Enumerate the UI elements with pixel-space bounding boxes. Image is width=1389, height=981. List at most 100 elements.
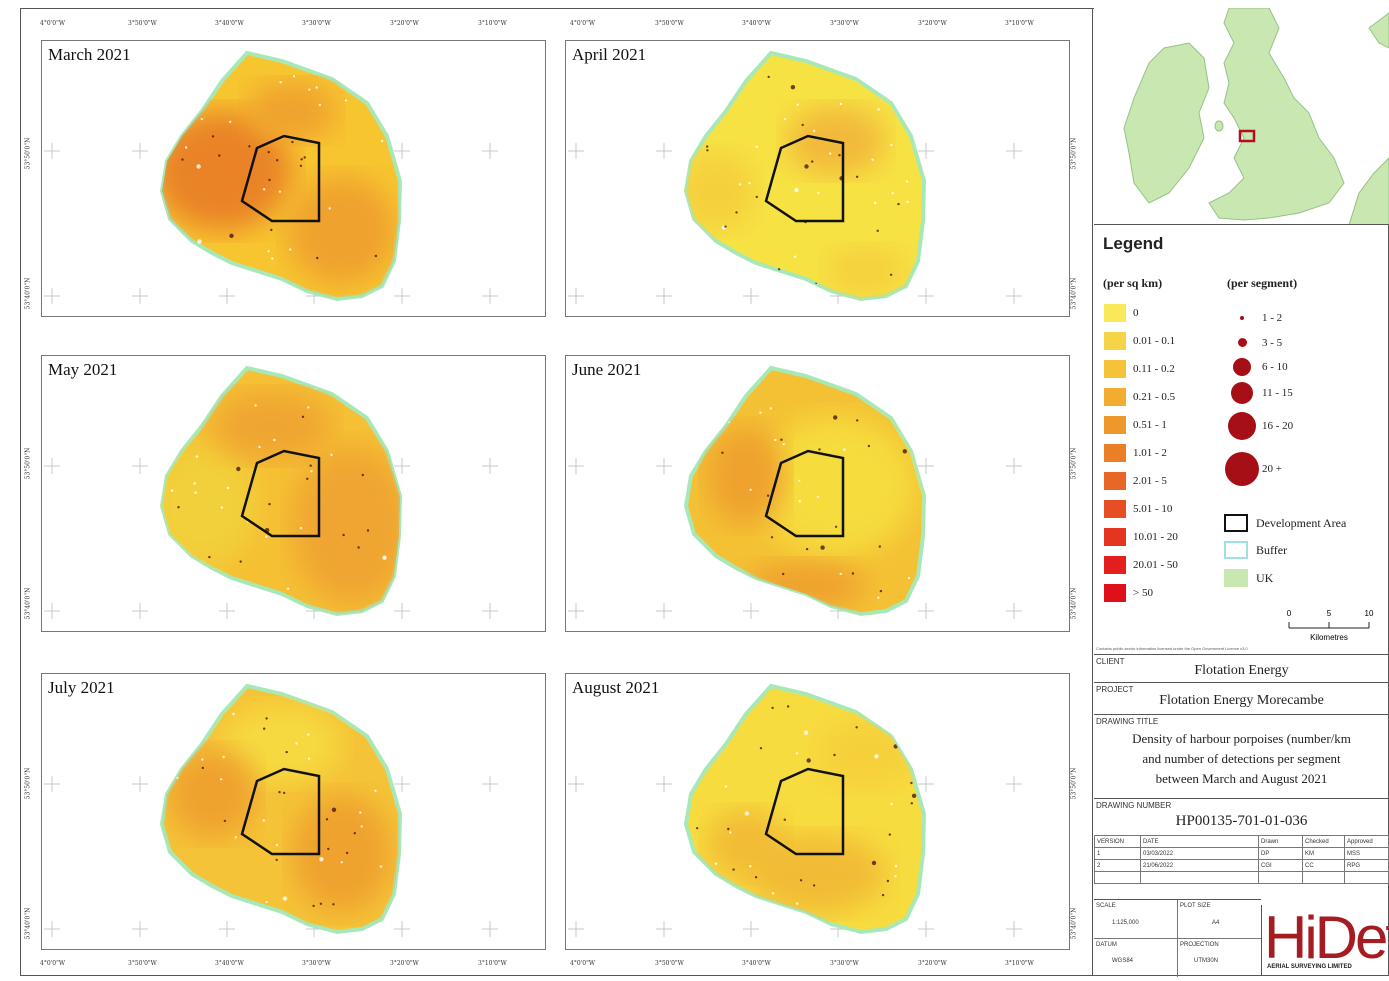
detection-dot	[886, 879, 890, 883]
detection-dot	[316, 256, 319, 260]
density-label: 0.01 - 0.1	[1133, 335, 1176, 347]
density-label: 1.01 - 2	[1133, 447, 1167, 459]
detection-dot	[310, 470, 313, 473]
drawn-cell: DP	[1258, 847, 1303, 860]
detection-dot	[910, 385, 913, 389]
detection-dot	[818, 448, 821, 451]
detection-dot	[232, 712, 235, 716]
detection-dot	[173, 437, 177, 440]
date-cell: 03/03/2022	[1140, 847, 1259, 860]
detection-dot	[308, 88, 311, 91]
drawn-cell: CGI	[1258, 859, 1303, 872]
detection-dot	[801, 123, 804, 127]
density-class: 0.11 - 0.2	[1104, 360, 1175, 378]
detection-dot	[263, 188, 266, 191]
density-class: 0.01 - 0.1	[1104, 332, 1175, 350]
detection-dot	[834, 525, 838, 528]
detection-dot	[330, 453, 333, 456]
detection-dot	[714, 862, 718, 865]
longitude-label-bottom: 3°30'0"W	[302, 960, 331, 967]
detection-dot	[710, 750, 713, 753]
project-block: PROJECT Flotation Energy Morecambe	[1094, 682, 1389, 714]
detection-dot	[877, 108, 880, 111]
detection-dot	[811, 160, 814, 163]
density-swatch	[1104, 360, 1126, 378]
map-panel[interactable]: August 2021	[565, 673, 1070, 950]
datum-value: WGS84	[1112, 958, 1134, 964]
detection-dot	[197, 239, 202, 244]
map-panel[interactable]: March 2021	[41, 40, 546, 317]
density-hotspot	[287, 176, 397, 286]
detection-dot	[282, 896, 288, 901]
detection-dot	[366, 529, 370, 532]
development-area-symbol	[1224, 514, 1248, 532]
detection-dot	[793, 255, 797, 258]
location-inset-map[interactable]	[1094, 8, 1389, 225]
density-hotspot	[706, 809, 786, 879]
detection-dot	[905, 180, 909, 183]
detection-dot	[235, 599, 238, 602]
detection-dot	[771, 892, 775, 895]
detection-dot	[782, 572, 785, 576]
detection-dot	[727, 827, 730, 831]
detection-dot	[285, 750, 288, 754]
density-swatch	[1104, 528, 1126, 546]
detection-dot	[812, 129, 816, 133]
detection-dot	[303, 156, 306, 159]
detection-dot	[770, 536, 774, 539]
detection-dot	[327, 847, 330, 851]
detection-dot	[838, 154, 841, 157]
detection-dot	[851, 572, 855, 575]
detection-dot	[230, 909, 233, 912]
detection-dot	[910, 802, 913, 805]
project-label: PROJECT	[1096, 685, 1134, 694]
density-header: (per sq km)	[1103, 276, 1163, 290]
detection-dot	[267, 150, 270, 154]
density-hotspot	[292, 446, 400, 606]
detection-dot	[222, 755, 225, 759]
great-britain-shape	[1208, 8, 1345, 221]
detection-dot	[790, 85, 796, 90]
detection-dot	[344, 99, 348, 102]
map-panel[interactable]: June 2021	[565, 355, 1070, 632]
detection-dot	[276, 159, 279, 162]
density-map	[44, 365, 498, 619]
density-class: 0	[1104, 304, 1139, 322]
detection-dot	[379, 865, 383, 868]
density-hotspot	[247, 81, 337, 141]
detection-dot	[307, 733, 310, 736]
scale-tick-10: 10	[1365, 609, 1374, 618]
longitude-label-top: 3°10'0"W	[1005, 20, 1034, 27]
drawing-title-line-2: and number of detections per segment	[1142, 751, 1341, 766]
map-panel[interactable]: May 2021	[41, 355, 546, 632]
longitude-label-top: 3°50'0"W	[655, 20, 684, 27]
segment-dot	[1228, 412, 1256, 440]
detection-dot	[175, 451, 178, 454]
latitude-label: 53°50'0"N	[24, 767, 32, 800]
detection-dot	[706, 145, 709, 148]
detection-dot	[744, 587, 748, 591]
map-panel[interactable]: April 2021	[565, 40, 1070, 317]
legend-title: Legend	[1103, 234, 1164, 253]
longitude-label-bottom: 4°0'0"W	[40, 960, 66, 967]
detection-dot	[724, 785, 728, 788]
detection-dot	[299, 526, 303, 530]
detection-dot	[228, 120, 232, 124]
detection-dot	[874, 201, 877, 205]
detection-dot	[211, 135, 215, 138]
checked-header: Checked	[1302, 835, 1345, 848]
detection-dot	[716, 430, 719, 433]
detection-dot	[291, 140, 294, 144]
latitude-label: 53°40'0"N	[24, 277, 32, 310]
panel-title: June 2021	[572, 360, 642, 379]
detection-dot	[231, 902, 234, 906]
version-row-empty	[1094, 871, 1389, 884]
map-panel[interactable]: July 2021	[41, 673, 546, 950]
segment-class: 11 - 15	[1224, 382, 1293, 404]
detection-dot	[906, 725, 909, 728]
detection-dot	[798, 479, 801, 482]
detection-dot	[193, 482, 196, 485]
density-swatch	[1104, 556, 1126, 574]
detection-dot	[374, 789, 377, 792]
detection-dot	[188, 415, 192, 419]
